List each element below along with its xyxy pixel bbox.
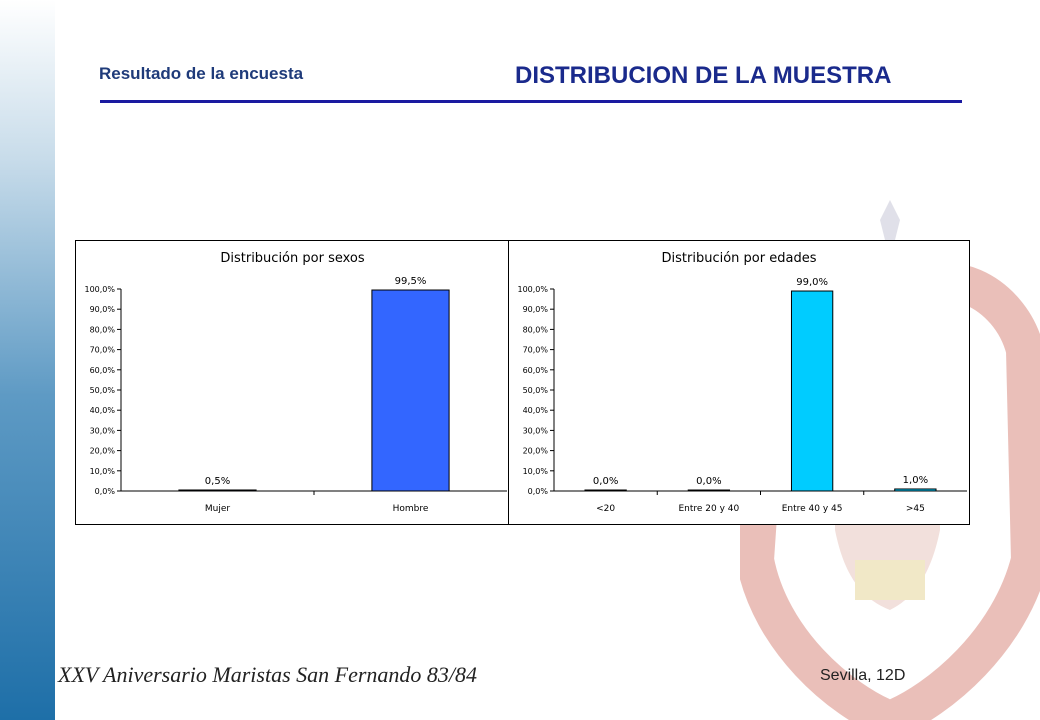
page-title: DISTRIBUCION DE LA MUESTRA xyxy=(515,62,892,89)
bar-Entre 20 y 40 xyxy=(687,489,731,492)
data-label: 1,0% xyxy=(903,475,928,486)
y-tick-label: 40,0% xyxy=(90,406,116,415)
header-divider xyxy=(100,100,962,103)
chart-title: Distribución por sexos xyxy=(220,251,364,266)
y-tick-label: 20,0% xyxy=(523,447,549,456)
y-tick-label: 30,0% xyxy=(90,426,116,435)
left-gradient-bar xyxy=(0,0,55,720)
data-label: 99,5% xyxy=(395,276,427,287)
data-label: 0,5% xyxy=(205,476,230,487)
y-tick-label: 90,0% xyxy=(90,305,116,314)
x-tick-label: >45 xyxy=(906,504,925,514)
y-tick-label: 50,0% xyxy=(90,386,116,395)
y-tick-label: 20,0% xyxy=(90,447,116,456)
x-tick-label: Entre 40 y 45 xyxy=(782,504,843,514)
x-tick-label: Entre 20 y 40 xyxy=(678,504,739,514)
y-tick-label: 50,0% xyxy=(523,386,549,395)
y-tick-label: 60,0% xyxy=(90,366,116,375)
chart-distribucion-sexos: Distribución por sexos 0,0% 10,0% 20,0% 30,0… xyxy=(75,240,510,525)
bar-Entre 40 y 45 xyxy=(790,290,834,492)
x-tick-label: <20 xyxy=(596,504,615,514)
chart-edades-svg: Distribución por edades 0,0% 10,0% 20,0% 30,… xyxy=(517,251,967,514)
x-tick-label: Hombre xyxy=(393,504,429,514)
footer-event-text: XXV Aniversario Maristas San Fernando 83… xyxy=(58,662,478,687)
y-tick-label: 60,0% xyxy=(523,366,549,375)
chart-title: Distribución por edades xyxy=(662,251,817,266)
y-tick-label: 40,0% xyxy=(523,406,549,415)
x-tick-label: Mujer xyxy=(205,504,231,514)
bar->45 xyxy=(894,488,937,492)
header-subtitle: Resultado de la encuesta xyxy=(99,64,304,83)
bar-Hombre xyxy=(371,289,450,492)
y-tick-label: 80,0% xyxy=(90,325,116,334)
y-tick-label: 100,0% xyxy=(517,285,548,294)
y-tick-label: 10,0% xyxy=(523,467,549,476)
data-label: 99,0% xyxy=(796,277,828,288)
bar-Mujer xyxy=(178,489,257,492)
y-tick-label: 70,0% xyxy=(90,346,116,355)
chart-sexos-svg: Distribución por sexos 0,0% 10,0% 20,0% 30,0… xyxy=(84,251,507,514)
footer-location-text: Sevilla, 12D xyxy=(820,667,906,684)
chart-distribucion-edades: Distribución por edades 0,0% 10,0% 20,0% 30,… xyxy=(508,240,970,525)
y-tick-label: 30,0% xyxy=(523,426,549,435)
y-tick-label: 0,0% xyxy=(528,487,549,496)
y-tick-label: 80,0% xyxy=(523,325,549,334)
data-label: 0,0% xyxy=(696,476,721,487)
data-label: 0,0% xyxy=(593,476,618,487)
y-tick-label: 100,0% xyxy=(84,285,115,294)
y-tick-label: 70,0% xyxy=(523,346,549,355)
y-tick-label: 0,0% xyxy=(95,487,116,496)
y-tick-label: 10,0% xyxy=(90,467,116,476)
y-tick-label: 90,0% xyxy=(523,305,549,314)
bar-<20 xyxy=(584,489,627,492)
